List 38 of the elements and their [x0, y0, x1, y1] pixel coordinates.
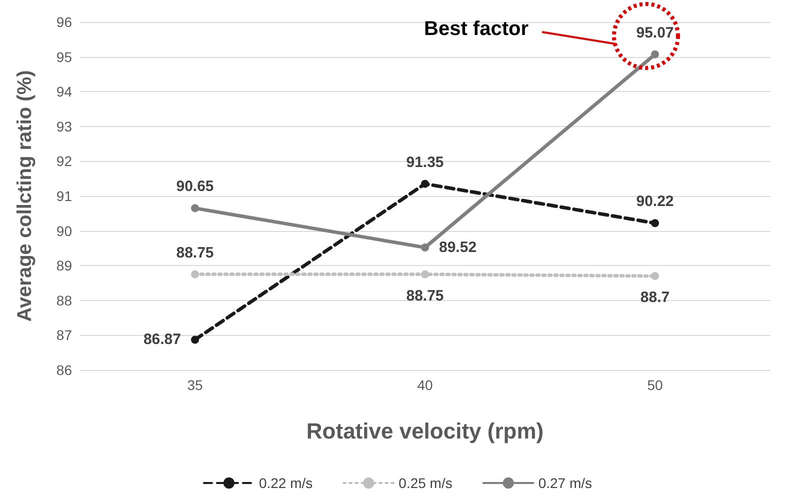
legend-label: 0.27 m/s [538, 475, 592, 491]
point [421, 244, 429, 252]
x-tick-label: 50 [647, 377, 663, 393]
legend-label: 0.25 m/s [398, 475, 452, 491]
point [191, 270, 199, 278]
point [421, 180, 429, 188]
point [651, 50, 659, 58]
y-tick-label: 86 [56, 362, 72, 378]
point [191, 204, 199, 212]
point [421, 270, 429, 278]
y-tick-label: 88 [56, 292, 72, 308]
point [651, 272, 659, 280]
annotation: Best factor [424, 18, 528, 41]
y-axis-title: Average collcting ratio (%) [14, 70, 36, 322]
data-label: 90.22 [636, 193, 674, 210]
data-label: 90.65 [176, 178, 214, 196]
y-tick-label: 92 [56, 153, 72, 170]
y-tick-label: 87 [56, 327, 72, 344]
point [651, 219, 659, 228]
data-label: 86.87 [143, 331, 181, 348]
y-tick-label: 95 [56, 48, 72, 65]
y-tick-label: 96 [56, 14, 72, 30]
data-label: 88.7 [640, 289, 670, 306]
y-tick-label: 93 [56, 118, 72, 134]
y-tick-label: 94 [56, 84, 72, 100]
y-tick-label: 91 [56, 188, 72, 204]
y-tick-label: 90 [56, 222, 72, 239]
data-label: 89.52 [439, 239, 477, 256]
data-label: 95.07 [636, 24, 674, 42]
x-axis-title: Rotative velocity (rpm) [306, 418, 544, 444]
data-label: 88.75 [406, 287, 444, 304]
x-tick-label: 40 [417, 377, 433, 393]
data-label: 91.35 [406, 154, 444, 171]
x-tick-label: 35 [187, 377, 203, 393]
legend-label: 0.22 m/s [258, 475, 313, 491]
point [191, 336, 199, 344]
y-tick-label: 89 [56, 258, 72, 274]
data-label: 88.75 [176, 244, 214, 262]
